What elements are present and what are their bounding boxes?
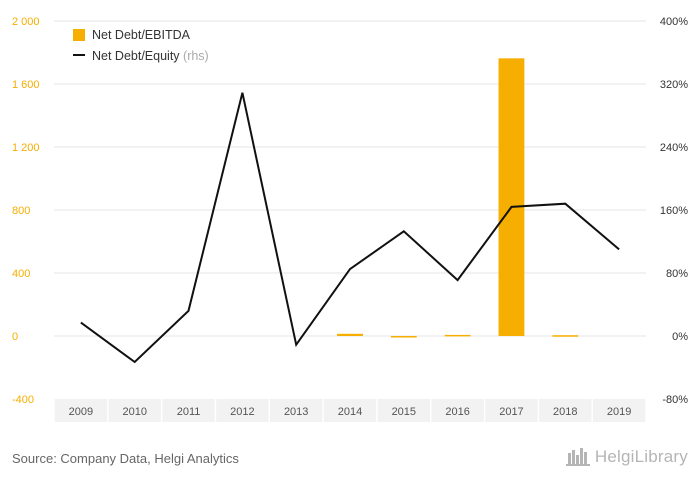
- legend-label-bar: Net Debt/EBITDA: [92, 28, 191, 42]
- bar-2014: [337, 333, 363, 336]
- y-axis-left: -400 0 400 800 1 200 1 600 2 000: [12, 16, 40, 406]
- bar-2015: [390, 336, 417, 338]
- x-tick-label-2019: 2019: [607, 406, 631, 418]
- x-tick-label-2015: 2015: [392, 406, 416, 418]
- x-tick-label-2017: 2017: [499, 406, 523, 418]
- legend-swatch-bar: [73, 29, 85, 41]
- y-left-tick-label: 0: [12, 331, 18, 343]
- x-axis: 2009 2010 2011 2012 2013 2014 2015 2016 2017 2018…: [53, 399, 647, 422]
- y-axis-right: -80% 0% 80% 160% 240% 320% 400%: [660, 16, 688, 406]
- x-tick-label-2018: 2018: [553, 406, 577, 418]
- source-note: Source: Company Data, Helgi Analytics: [12, 451, 239, 466]
- y-left-tick-label: 2 000: [12, 16, 40, 28]
- y-right-tick-label: 400%: [660, 16, 688, 28]
- line-net-debt-equity: [80, 92, 620, 364]
- x-tick-label-2014: 2014: [338, 406, 362, 418]
- bar-2016: [444, 334, 471, 337]
- x-tick-label-2012: 2012: [230, 406, 254, 418]
- y-left-tick-label: 400: [12, 268, 30, 280]
- legend-label-line-name: Net Debt/Equity: [92, 49, 180, 63]
- y-left-tick-label: -400: [12, 394, 34, 406]
- x-tick-label-2010: 2010: [122, 406, 146, 418]
- y-right-tick-label: -80%: [662, 394, 688, 406]
- bar-series: [337, 58, 579, 338]
- bar-2018: [552, 335, 579, 337]
- y-right-tick-label: 320%: [660, 79, 688, 91]
- gridlines: [54, 20, 646, 337]
- x-tick-label-2011: 2011: [177, 406, 201, 418]
- x-tick-label-2016: 2016: [445, 406, 469, 418]
- y-right-tick-label: 240%: [660, 142, 688, 154]
- y-right-tick-label: 160%: [660, 205, 688, 217]
- brand-name: HelgiLibrary: [594, 447, 688, 466]
- y-right-tick-label: 80%: [666, 268, 688, 280]
- y-left-tick-label: 1 200: [12, 142, 40, 154]
- legend-label-line: Net Debt/Equity (rhs): [92, 49, 209, 63]
- legend-label-line-suffix: (rhs): [183, 49, 209, 63]
- y-right-tick-label: 0%: [672, 331, 688, 343]
- legend: Net Debt/EBITDA Net Debt/Equity (rhs): [73, 28, 209, 63]
- library-books-icon: [565, 448, 590, 466]
- y-left-tick-label: 1 600: [12, 79, 40, 91]
- x-axis-band: [54, 399, 646, 422]
- chart: 2009 2010 2011 2012 2013 2014 2015 2016 2017 2018…: [12, 16, 688, 422]
- line-series: [80, 92, 620, 364]
- brand-logo: HelgiLibrary: [565, 446, 688, 468]
- x-tick-label-2009: 2009: [69, 406, 93, 418]
- bar-2017: [498, 58, 525, 336]
- x-tick-label-2013: 2013: [284, 406, 308, 418]
- y-left-tick-label: 800: [12, 205, 30, 217]
